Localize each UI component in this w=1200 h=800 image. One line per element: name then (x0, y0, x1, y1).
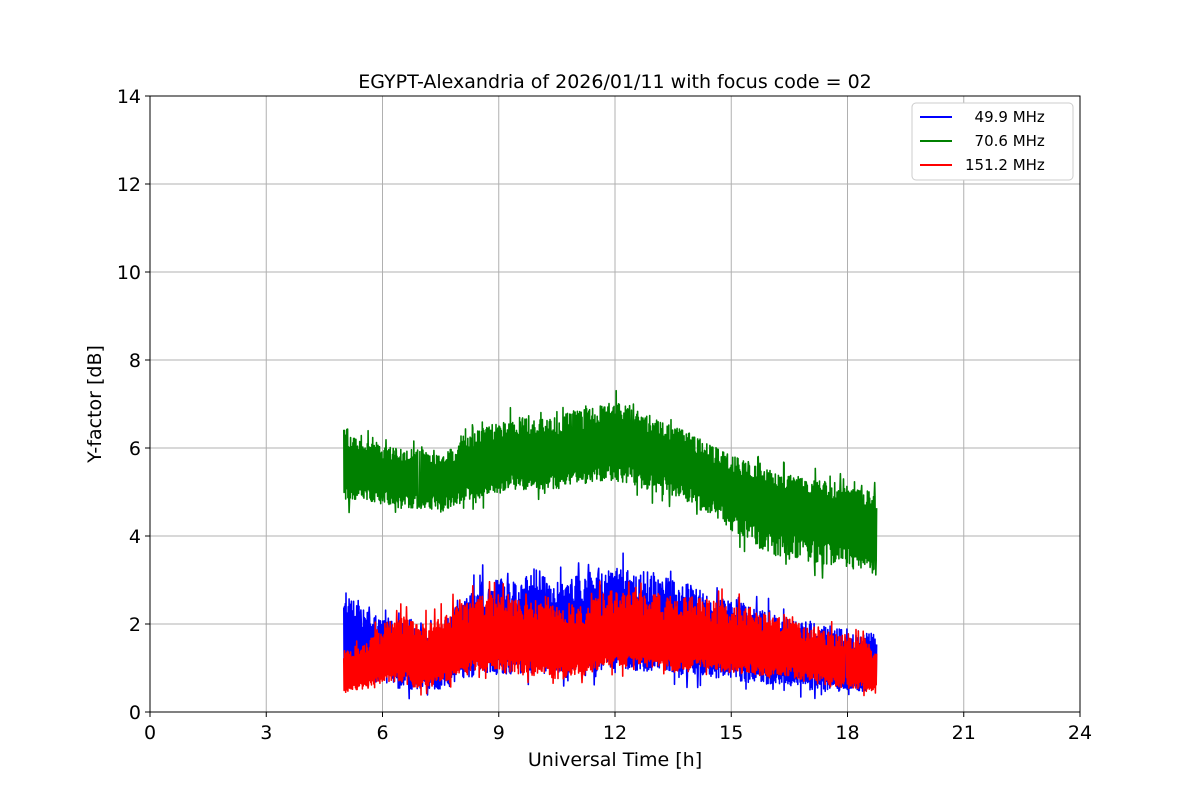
legend-label-0: 49.9 MHz (965, 108, 1045, 126)
x-tick-label: 3 (260, 722, 272, 744)
x-tick-label: 12 (603, 722, 627, 744)
y-axis-ticks: 0 2 4 6 8 10 12 14 (117, 86, 150, 724)
x-axis-label: Universal Time [h] (528, 749, 702, 771)
x-tick-label: 9 (493, 722, 505, 744)
legend-label-1: 70.6 MHz (965, 132, 1045, 150)
plot-frame (149, 95, 1081, 713)
y-tick-label: 8 (129, 350, 141, 372)
legend: 49.9 MHz 70.6 MHz 151.2 MHz (911, 102, 1074, 181)
y-tick-label: 2 (129, 614, 141, 636)
chart-title: EGYPT-Alexandria of 2026/01/11 with focu… (358, 71, 872, 93)
y-tick-label: 10 (117, 262, 141, 284)
x-tick-label: 21 (952, 722, 976, 744)
y-axis-label: Y-factor [dB] (84, 345, 106, 464)
legend-box (911, 102, 1074, 181)
series-line-1 (343, 389, 878, 579)
series-line-2 (343, 580, 878, 697)
x-tick-label: 0 (144, 722, 156, 744)
y-tick-label: 0 (129, 702, 141, 724)
y-tick-label: 4 (129, 526, 141, 548)
y-tick-label: 6 (129, 438, 141, 460)
x-tick-label: 15 (719, 722, 743, 744)
x-tick-label: 24 (1068, 722, 1092, 744)
x-tick-label: 18 (835, 722, 859, 744)
legend-label-2: 151.2 MHz (965, 156, 1045, 174)
y-tick-label: 14 (117, 86, 141, 108)
y-tick-label: 12 (117, 174, 141, 196)
x-tick-label: 6 (376, 722, 388, 744)
series-group (343, 389, 878, 700)
x-axis-ticks: 0 3 6 9 12 15 18 21 24 (144, 712, 1092, 744)
